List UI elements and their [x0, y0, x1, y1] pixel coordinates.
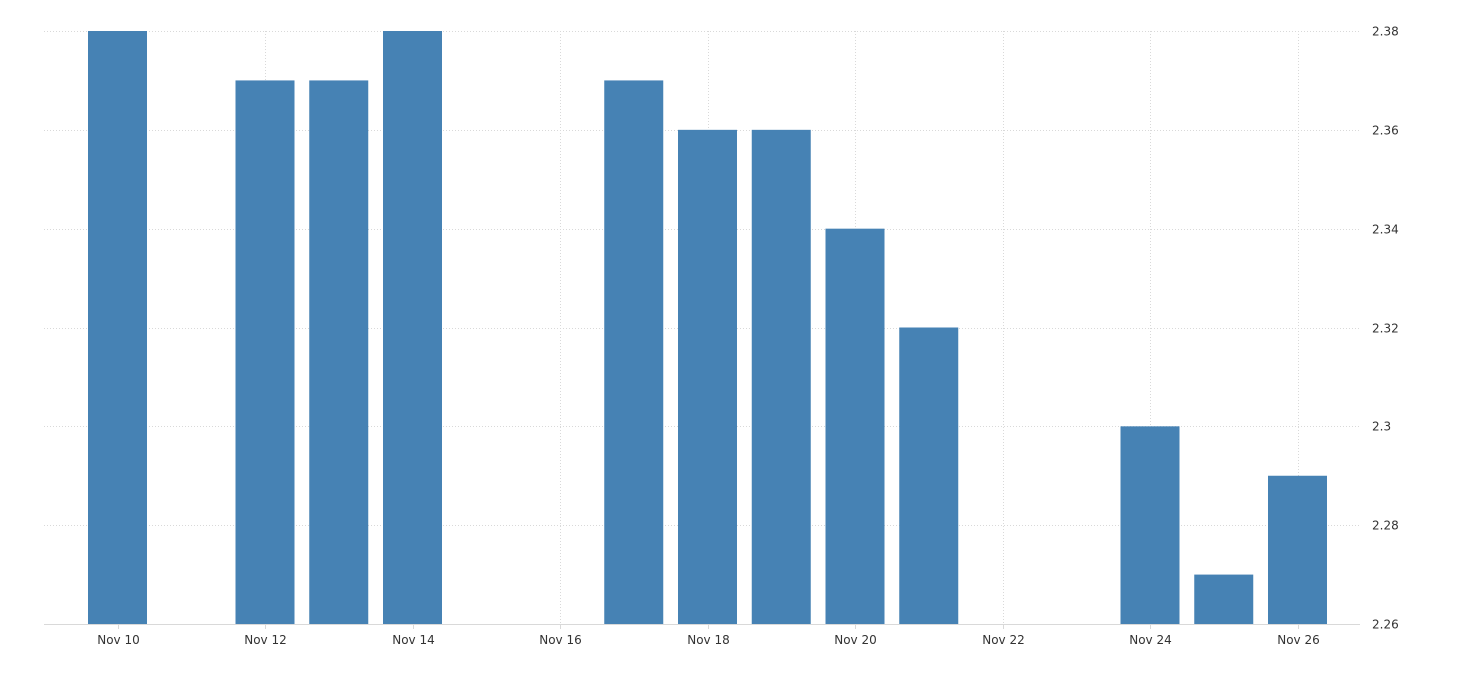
y-tick-label: 2.34 — [1372, 223, 1399, 237]
bar[interactable] — [751, 129, 811, 624]
bar[interactable] — [309, 80, 369, 625]
bar[interactable] — [1268, 475, 1327, 624]
y-tick-label: 2.3 — [1372, 420, 1391, 434]
bars — [88, 31, 1327, 625]
x-tick-label: Nov 10 — [97, 633, 140, 647]
y-tick-label: 2.28 — [1372, 519, 1399, 533]
bar[interactable] — [383, 31, 442, 624]
x-tick-label: Nov 20 — [834, 633, 877, 647]
bar[interactable] — [604, 80, 664, 625]
axes — [44, 624, 1360, 629]
bar[interactable] — [825, 228, 885, 625]
x-tick-label: Nov 22 — [982, 633, 1025, 647]
bar[interactable] — [88, 31, 147, 624]
tick-labels: 2.26 2.28 2.3 2.32 2.34 2.36 2.38 Nov 10 Nov 12 N… — [97, 25, 1398, 648]
bar[interactable] — [1120, 426, 1180, 624]
y-tick-label: 2.26 — [1372, 618, 1399, 632]
x-tick-label: Nov 16 — [539, 633, 582, 647]
x-tick-label: Nov 24 — [1129, 633, 1172, 647]
x-tick-label: Nov 12 — [244, 633, 287, 647]
y-tick-label: 2.38 — [1372, 25, 1399, 39]
y-tick-label: 2.36 — [1372, 124, 1399, 138]
bar[interactable] — [899, 327, 959, 625]
bar[interactable] — [678, 129, 737, 624]
bar[interactable] — [235, 80, 295, 625]
bar[interactable] — [1194, 574, 1254, 624]
x-tick-label: Nov 18 — [687, 633, 730, 647]
x-tick-label: Nov 26 — [1277, 633, 1320, 647]
y-tick-label: 2.32 — [1372, 322, 1399, 336]
x-tick-label: Nov 14 — [392, 633, 435, 647]
